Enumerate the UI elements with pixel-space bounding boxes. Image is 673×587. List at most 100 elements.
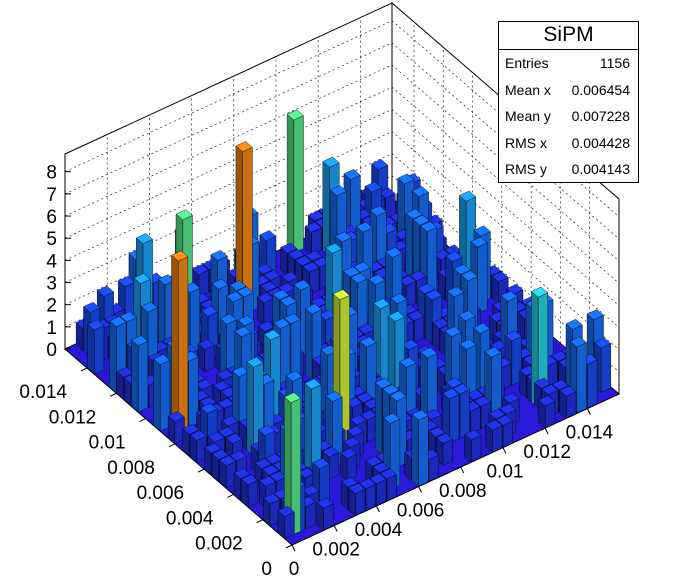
bin-face-top [96,285,115,297]
bin-face-top [280,242,298,254]
bin-face-top [340,448,358,459]
bin-face-top [263,269,281,281]
bin-face-top [369,205,387,217]
bin-face-top [279,295,297,307]
histogram-bin [167,411,185,445]
x-tick-label: 0.002 [312,540,360,561]
bin-face-top [305,250,323,262]
bin-face-top [372,462,390,473]
bin-face-left [375,382,383,456]
stats-label: RMS y [505,161,547,178]
bin-face-top [586,309,604,320]
bin-face-top [312,458,330,469]
bin-face-top [551,379,569,391]
bin-face-top [484,346,502,358]
histogram-bin [348,483,366,517]
bin-face-top [383,412,401,424]
bin-face-top [246,356,264,368]
stats-value: 0.004143 [571,161,630,178]
histogram-bin [304,378,322,479]
histogram-bin [442,388,460,444]
bin-face-top [343,169,361,180]
stats-box: SiPM Entries 1156 Mean x 0.006454 Mean y… [498,21,639,183]
bin-face-top [349,414,367,426]
bin-face-top [304,303,323,315]
bin-face-top [342,266,361,278]
bin-face-top [322,446,340,458]
bin-face-top [491,271,509,283]
bin-face-top [538,395,556,407]
bin-face-top [234,326,252,338]
bin-face-top [459,338,477,350]
bin-face-top [171,250,189,262]
bin-face-top [365,455,383,467]
x-tick-label: 0.008 [439,481,487,502]
bin-face-top [240,474,259,486]
x-tick [460,466,465,474]
bin-face-right [137,340,149,413]
bin-face-top [399,356,417,368]
bin-face-top [390,293,408,305]
bin-face-top [262,493,281,505]
bin-face-top [140,301,158,313]
histogram-bin [559,385,577,419]
bin-face-top [485,419,503,431]
bin-face-top [225,433,243,444]
histogram-bin [197,339,215,373]
bin-face-top [495,414,514,426]
bin-face-top [217,397,235,409]
bin-face-top [405,208,423,220]
bin-face-top [281,271,299,283]
bin-face-top [452,383,470,395]
z-gridline [64,131,620,328]
bin-face-left [131,339,139,413]
bin-face-top [263,329,281,341]
histogram-bin [420,347,438,425]
histogram-bin [153,354,171,432]
bin-face-top [407,310,425,322]
bin-face-top [285,370,303,382]
bin-face-top [428,426,446,438]
bin-face-top [325,242,343,254]
bin-face-top [133,273,151,284]
histogram-bin [485,419,503,453]
bin-face-right [449,394,460,444]
x-tick [333,525,338,532]
bin-face-top [360,409,378,421]
bin-face-top [135,233,153,245]
histogram-bin [538,395,556,429]
bin-face-left [286,113,294,254]
bin-face-top [379,468,397,480]
bin-face-top [346,425,364,437]
histogram-bin [304,221,322,255]
bin-face-top [565,318,583,330]
bin-face-top [182,423,200,435]
x-tick-label: 0.006 [397,501,445,522]
stats-value: 0.006454 [571,81,630,98]
bin-face-top [502,392,520,404]
x-tick [375,505,380,513]
bin-face-top [550,350,569,362]
bin-face-top [411,409,429,421]
x-tick-label: 0.014 [566,423,614,444]
bin-face-top [200,305,219,317]
y-tick-label: 0.006 [137,483,185,504]
bin-face-top [420,221,438,232]
bin-face-top [256,292,274,304]
bin-face-top [369,473,387,485]
bin-face-top [116,366,134,378]
z-gridline [64,64,620,262]
bin-face-top [287,249,305,260]
bin-face-left [304,382,312,479]
bin-face-top [332,289,350,301]
bin-face-top [216,369,234,381]
bin-face-top [259,230,277,242]
bin-face-top [420,347,438,359]
bin-face-top [334,231,352,243]
bin-face-top [541,384,559,395]
z-gridline [64,109,620,306]
y-tick-label: 0.014 [19,382,67,403]
bin-face-top [473,395,492,407]
x-tick [291,544,296,552]
y-tick [285,544,293,549]
